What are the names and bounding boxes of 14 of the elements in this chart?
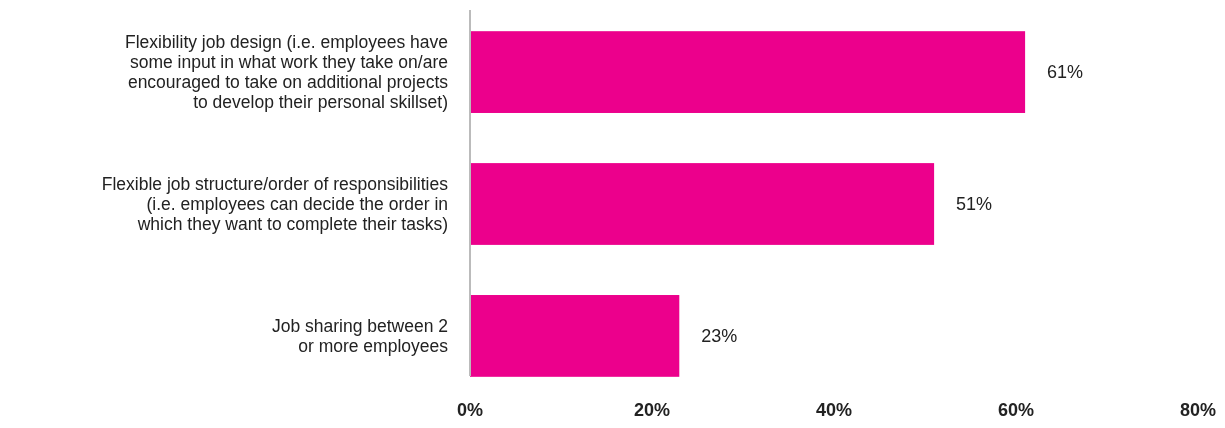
y-tick-label: Flexibility job design (i.e. employees have some input in what work they take on/are encouraged to take on additional projects to develop their personal skillset) [125,32,449,113]
y-tick-label: Flexible job structure/order of responsibilities (i.e. employees can decide the order in which they want to complete their tasks) [101,174,449,235]
x-tick-label: 40% [815,400,853,420]
x-tick-label: 80% [1179,400,1217,420]
bar [470,163,935,245]
y-tick-label: Job sharing between 2 or more employees [271,316,449,357]
data-label: 61% [1047,62,1084,83]
data-label: 23% [701,326,738,347]
data-label: 51% [956,194,993,215]
x-tick-label: 0% [456,400,484,420]
bar [470,295,680,377]
x-tick-label: 60% [997,400,1035,420]
x-tick-label: 20% [633,400,671,420]
bar [470,31,1026,113]
